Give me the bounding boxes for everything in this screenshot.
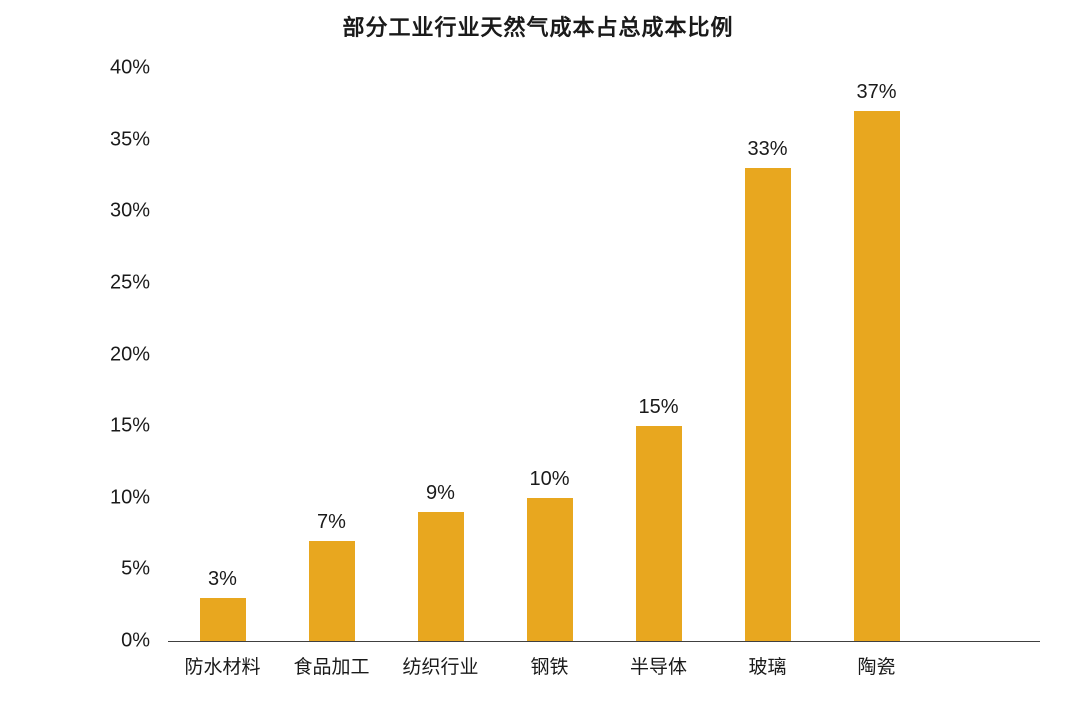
bar-column: 9%	[386, 68, 495, 641]
bar-value-label: 9%	[426, 482, 455, 505]
x-category-label: 防水材料	[184, 657, 261, 678]
y-tick-label: 5%	[121, 557, 150, 580]
bar-value-label: 3%	[208, 568, 237, 591]
bar-value-label: 37%	[856, 80, 897, 103]
y-tick-label: 35%	[109, 128, 150, 151]
y-tick-label: 20%	[109, 343, 150, 365]
bar	[417, 512, 464, 641]
x-category-label: 食品加工	[293, 657, 370, 678]
x-category-label: 玻璃	[748, 657, 787, 678]
y-tick-label: 30%	[109, 199, 150, 222]
y-tick-label: 25%	[109, 271, 150, 294]
bar	[635, 426, 682, 641]
bar	[308, 540, 355, 641]
y-axis: 40% 35% 30% 25% 20% 15% 10% 5% 0%	[0, 57, 150, 652]
bar-value-label: 33%	[747, 138, 788, 161]
x-axis-labels: 防水材料 食品加工 纺织行业 钢铁 半导体 玻璃 陶瓷	[168, 652, 931, 679]
bar-column: 10%	[495, 68, 604, 641]
x-category-label: 半导体	[629, 657, 687, 678]
x-category-label: 钢铁	[530, 657, 569, 678]
y-tick-label: 40%	[109, 56, 150, 79]
bar-column: 15%	[604, 68, 713, 641]
x-category-label: 纺织行业	[402, 657, 479, 678]
y-tick-label: 0%	[121, 629, 150, 652]
x-category-label: 陶瓷	[857, 657, 896, 678]
x-axis-line	[168, 641, 1040, 642]
bar-column: 33%	[713, 68, 822, 641]
y-tick-label: 15%	[109, 414, 150, 437]
bar-column: 7%	[277, 68, 386, 641]
bar-column: 3%	[168, 68, 277, 641]
bar	[744, 168, 791, 641]
chart-title: 部分工业行业天然气成本占总成本比例	[342, 15, 734, 40]
bar	[199, 598, 246, 641]
bar-value-label: 15%	[638, 396, 679, 419]
bar-value-label: 7%	[317, 510, 346, 533]
bar	[526, 497, 573, 641]
plot-area: 3% 7% 9% 10% 15% 33% 37%	[168, 68, 931, 641]
bar-value-label: 10%	[529, 467, 570, 490]
bar-column: 37%	[822, 68, 931, 641]
bar	[853, 110, 900, 641]
y-tick-label: 10%	[109, 486, 150, 509]
